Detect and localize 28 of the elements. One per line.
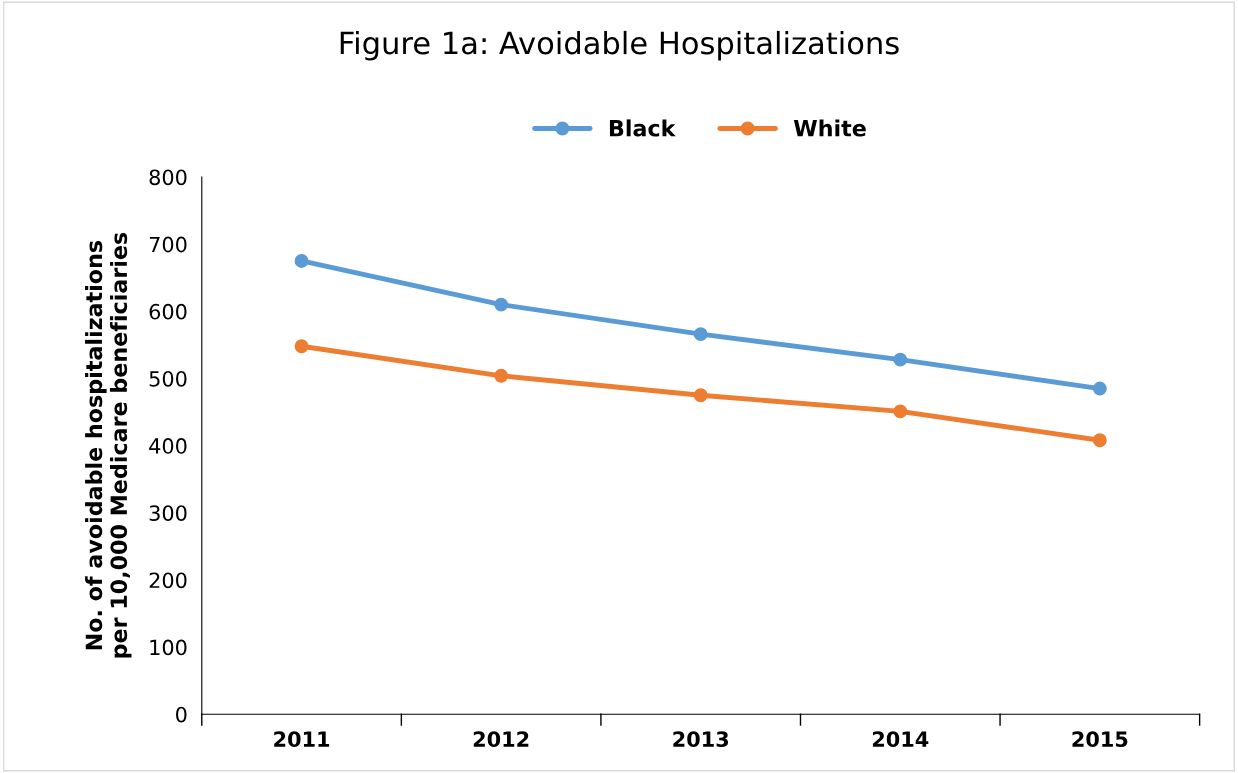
point [494,368,509,383]
x-tick-label: 2012 [473,731,529,748]
y-tick-label: 800 [149,169,187,186]
x-tick-label: 2011 [274,731,330,748]
point [294,339,309,354]
y-tick-label: 100 [150,639,187,656]
point [693,388,708,403]
y-tick-label: 0 [176,706,187,723]
y-tick-label: 500 [149,370,187,387]
point [893,404,908,419]
legend-label: Black [609,119,676,137]
point [1092,433,1107,448]
y-axis-title: No. of avoidable hospitalizations per 10,000 Medicare beneficiaries [85,232,132,658]
chart-title: Figure 1a: Avoidable Hospitalizations [340,30,899,61]
legend-label: White [793,119,866,137]
point [1092,381,1107,396]
x-tick-label: 2015 [1072,731,1128,748]
point [693,327,708,342]
y-tick-label: 200 [149,572,187,589]
x-tick-label: 2014 [872,731,929,748]
y-tick-label: 400 [149,438,187,454]
x-tick-label: 2013 [673,731,729,748]
y-tick-label: 700 [149,236,187,253]
y-tick-label: 300 [149,505,187,521]
point [893,352,908,367]
point [494,297,509,312]
y-tick-label: 600 [149,303,187,320]
point [294,254,309,268]
